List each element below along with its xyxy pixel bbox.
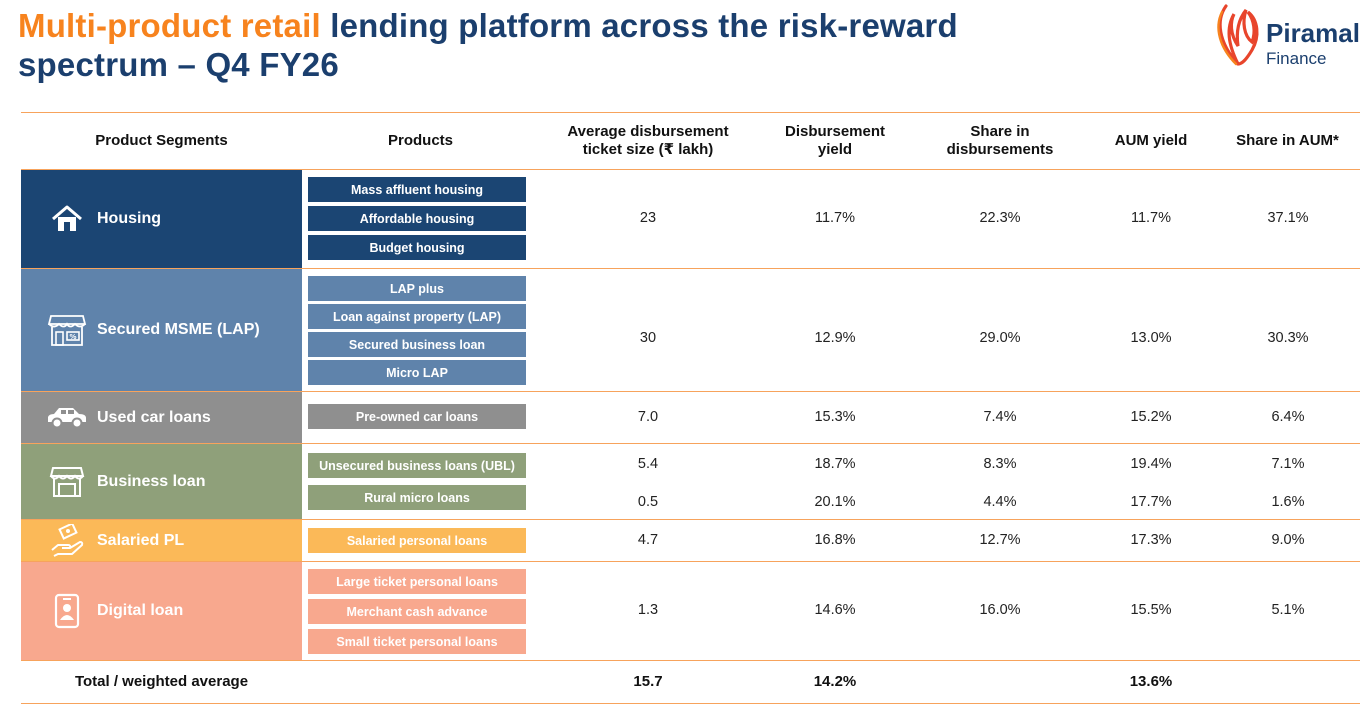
product-pill: Loan against property (LAP)	[308, 304, 526, 329]
flame-logo-icon	[1217, 4, 1259, 66]
svg-text:%: %	[69, 333, 76, 341]
value-disb-yield: 18.7%	[814, 456, 856, 472]
product-pill: Rural micro loans	[308, 485, 526, 510]
value-share-aum: 9.0%	[1271, 532, 1305, 548]
value-ticket: 23	[639, 210, 657, 226]
value-share-disb: 12.7%	[979, 532, 1021, 548]
header-ticket: Average disbursement ticket size (₹ lakh…	[567, 123, 729, 158]
value-disb-yield: 16.8%	[814, 532, 856, 548]
header-segments: Product Segments	[95, 132, 228, 149]
value-disb-yield: 20.1%	[814, 494, 856, 510]
value-ticket: 0.5	[637, 494, 659, 510]
table-bottom-rule	[21, 703, 1360, 704]
value-aum-yield: 15.2%	[1130, 409, 1172, 425]
total-ticket: 15.7	[633, 673, 663, 690]
product-pill: Secured business loan	[308, 332, 526, 357]
segment-label: Secured MSME (LAP)	[97, 321, 260, 338]
value-aum-yield: 19.4%	[1130, 456, 1172, 472]
value-share-aum: 1.6%	[1271, 494, 1305, 510]
value-ticket: 4.7	[637, 532, 659, 548]
shop-icon	[43, 465, 91, 499]
product-pill: Salaried personal loans	[308, 528, 526, 553]
value-disb-yield: 11.7%	[814, 210, 856, 226]
product-pill: LAP plus	[308, 276, 526, 301]
segment-label: Business loan	[97, 472, 206, 490]
row-rule	[21, 268, 1360, 269]
value-share-disb: 16.0%	[979, 602, 1021, 618]
title-rest: lending platform across the risk-reward	[320, 7, 958, 44]
value-disb-yield: 14.6%	[814, 602, 856, 618]
piramal-logo: Piramal Finance	[1212, 2, 1368, 68]
page-title: Multi-product retail lending platform ac…	[18, 6, 958, 84]
value-share-aum: 5.1%	[1271, 602, 1305, 618]
value-share-aum: 37.1%	[1267, 210, 1309, 226]
segment-label: Housing	[97, 210, 161, 227]
total-disb-yield: 14.2%	[813, 673, 857, 690]
logo-sub: Finance	[1266, 49, 1327, 68]
segment-secured-msme: % Secured MSME (LAP)	[21, 269, 302, 391]
header-rule	[21, 169, 1360, 170]
segment-salaried-pl: Salaried PL	[21, 520, 302, 561]
title-line2: spectrum – Q4 FY26	[18, 46, 339, 83]
value-share-disb: 22.3%	[979, 210, 1021, 226]
total-label: Total / weighted average	[74, 673, 249, 690]
header-aum-yield: AUM yield	[1114, 132, 1188, 149]
value-ticket: 7.0	[637, 409, 659, 425]
row-rule	[21, 443, 1360, 444]
value-ticket: 1.3	[637, 602, 659, 618]
product-pill: Small ticket personal loans	[308, 629, 526, 654]
value-share-disb: 29.0%	[979, 330, 1021, 346]
value-share-aum: 30.3%	[1267, 330, 1309, 346]
segment-label: Used car loans	[97, 408, 211, 426]
table-top-rule	[21, 112, 1360, 113]
value-aum-yield: 15.5%	[1130, 602, 1172, 618]
value-aum-yield: 17.7%	[1130, 494, 1172, 510]
product-pill: Merchant cash advance	[308, 599, 526, 624]
value-share-disb: 8.3%	[983, 456, 1017, 472]
header-share-aum: Share in AUM*	[1236, 132, 1339, 149]
value-ticket: 30	[639, 330, 657, 346]
product-pill: Micro LAP	[308, 360, 526, 385]
product-pill: Budget housing	[308, 235, 526, 260]
row-rule	[21, 660, 1360, 661]
title-highlight: Multi-product retail	[18, 7, 321, 44]
logo-name: Piramal	[1266, 18, 1360, 48]
value-disb-yield: 12.9%	[814, 330, 856, 346]
row-rule	[21, 391, 1360, 392]
header-products: Products	[387, 132, 453, 149]
header-share-disb: Share in disbursements	[946, 123, 1054, 158]
value-disb-yield: 15.3%	[814, 409, 856, 425]
phone-user-icon	[43, 593, 91, 629]
hand-money-icon	[43, 523, 91, 558]
header-disb-yield: Disbursement yield	[784, 123, 886, 158]
segment-housing: Housing	[21, 170, 302, 268]
segment-used-car: Used car loans	[21, 392, 302, 443]
house-icon	[43, 204, 91, 234]
segment-digital-loan: Digital loan	[21, 562, 302, 660]
value-aum-yield: 11.7%	[1130, 210, 1172, 226]
total-aum-yield: 13.6%	[1129, 673, 1173, 690]
value-ticket: 5.4	[637, 456, 659, 472]
value-share-aum: 6.4%	[1271, 409, 1305, 425]
storefront-icon: %	[43, 312, 91, 348]
value-aum-yield: 17.3%	[1130, 532, 1172, 548]
value-share-disb: 7.4%	[983, 409, 1017, 425]
product-pill: Mass affluent housing	[308, 177, 526, 202]
row-rule	[21, 561, 1360, 562]
product-pill: Unsecured business loans (UBL)	[308, 453, 526, 478]
car-icon	[43, 406, 91, 430]
segment-business-loan: Business loan	[21, 444, 302, 519]
segment-label: Digital loan	[97, 602, 184, 619]
value-aum-yield: 13.0%	[1130, 330, 1172, 346]
product-pill: Large ticket personal loans	[308, 569, 526, 594]
value-share-disb: 4.4%	[983, 494, 1017, 510]
row-rule	[21, 519, 1360, 520]
product-pill: Pre-owned car loans	[308, 404, 526, 429]
segment-label: Salaried PL	[97, 531, 185, 549]
product-pill: Affordable housing	[308, 206, 526, 231]
value-share-aum: 7.1%	[1271, 456, 1305, 472]
